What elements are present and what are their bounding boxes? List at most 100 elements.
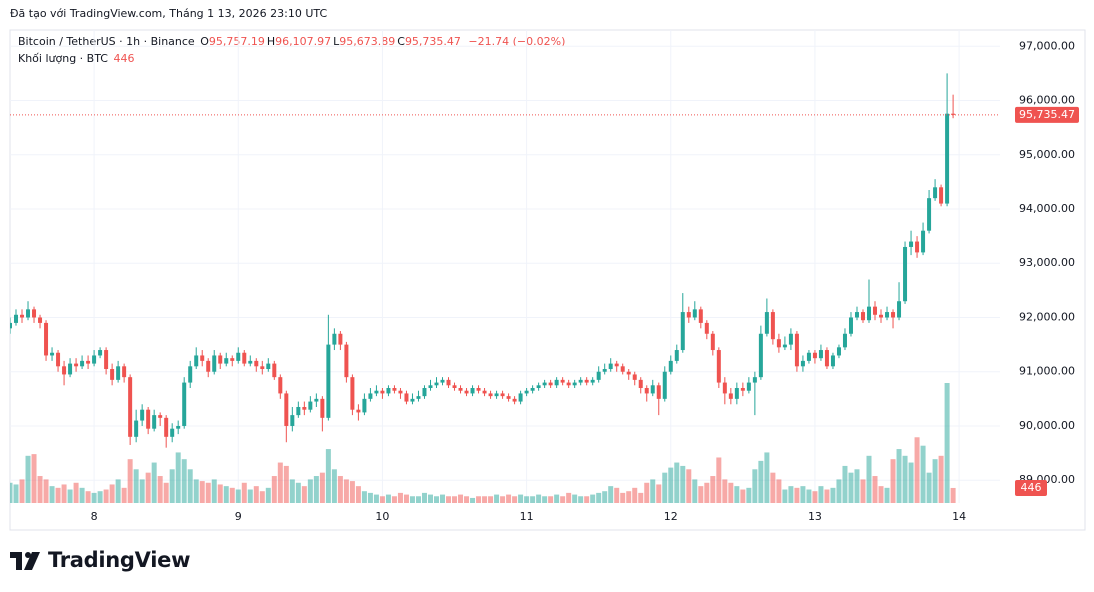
volume-bar (926, 472, 932, 503)
candle-body (927, 198, 932, 231)
y-tick-label: 90,000.00 (1019, 419, 1075, 432)
volume-bar (446, 496, 452, 503)
volume-bar (169, 469, 175, 503)
volume-bar (668, 467, 674, 503)
candle-body (56, 352, 61, 367)
y-tick-label: 96,000.00 (1019, 94, 1075, 107)
candle-body (236, 352, 241, 361)
volume-bar (403, 494, 409, 503)
candle-body (716, 350, 721, 383)
candle-body (50, 352, 55, 356)
volume-bar (458, 494, 464, 503)
legend-key: H (266, 35, 276, 48)
candle-body (44, 322, 49, 356)
volume-bar (31, 454, 37, 503)
volume-bar (782, 489, 788, 503)
candle-body (428, 385, 433, 389)
candle-body (734, 388, 739, 399)
volume-bar (205, 482, 211, 503)
candle-body (302, 406, 307, 410)
volume-bar (325, 449, 331, 503)
volume-bar (890, 459, 896, 503)
volume-bar (337, 476, 343, 503)
volume-bar (596, 492, 602, 503)
candle-body (620, 366, 625, 372)
volume-bar (728, 482, 734, 503)
volume-bar (361, 491, 367, 503)
candle-body (710, 333, 715, 351)
y-tick-label: 94,000.00 (1019, 202, 1075, 215)
candle-body (848, 317, 853, 334)
candle-body (542, 382, 547, 386)
volume-bar (758, 460, 764, 503)
candle-body (422, 388, 427, 397)
candle-body (842, 333, 847, 348)
candle-body (656, 385, 661, 399)
candle-body (578, 379, 583, 383)
candle-body (182, 382, 187, 426)
volume-bar (566, 492, 572, 503)
volume-bar (343, 479, 349, 503)
volume-bar (115, 479, 121, 503)
volume-bar (211, 479, 217, 503)
volume-bar (235, 489, 241, 503)
volume-bar (253, 486, 259, 503)
candle-body (758, 333, 763, 378)
candle-body (518, 393, 523, 402)
candle-body (122, 366, 127, 378)
legend-value: 95,735.47 (404, 35, 461, 48)
volume-bar (662, 472, 668, 503)
y-tick-label: 95,000.00 (1019, 148, 1075, 161)
legend-value: 96,107.97 (275, 35, 332, 48)
candle-body (794, 333, 799, 367)
volume-bar (385, 494, 391, 503)
candle-body (242, 352, 247, 364)
legend-row: Bitcoin / TetherUS · 1h · Binance O95,75… (18, 35, 567, 48)
volume-bar (818, 486, 824, 503)
volume-bar (109, 484, 115, 503)
logo-icon (10, 552, 40, 570)
candle-body (662, 371, 667, 399)
volume-bar (313, 476, 319, 503)
candle-body (536, 385, 541, 389)
volume-bar (157, 476, 163, 503)
candle-body (638, 379, 643, 389)
candle-body (14, 314, 19, 323)
volume-bar (626, 491, 632, 503)
volume-bar (560, 496, 566, 503)
volume-bar (836, 479, 842, 503)
volume-bar (764, 452, 770, 503)
volume-bar (500, 496, 506, 503)
candle-body (68, 363, 73, 375)
volume-bar (67, 489, 73, 503)
candle-body (374, 390, 379, 394)
volume-bar (127, 459, 133, 503)
volume-bar (470, 497, 476, 503)
volume-bar (349, 481, 355, 503)
candle-body (206, 360, 211, 372)
volume-bar (812, 491, 818, 503)
candle-body (26, 309, 31, 318)
volume-bar (572, 494, 578, 503)
volume-bar (494, 494, 500, 503)
candle-body (482, 390, 487, 394)
candle-body (740, 388, 745, 391)
candle-body (20, 314, 25, 318)
candle-body (92, 355, 97, 364)
volume-bar (223, 486, 229, 503)
candle-body (140, 409, 145, 421)
candle-body (224, 358, 229, 364)
volume-bar (319, 472, 325, 503)
volume-bar (776, 479, 782, 503)
volume-bar (427, 494, 433, 503)
candle-body (945, 113, 950, 204)
candle-body (212, 355, 217, 372)
volume-bar (548, 496, 554, 503)
candle-body (951, 113, 956, 115)
volume-bar (740, 489, 746, 503)
volume-bar (229, 487, 235, 503)
volume-bar (866, 455, 872, 503)
volume-bar (872, 476, 878, 503)
volume-bar (373, 494, 379, 503)
